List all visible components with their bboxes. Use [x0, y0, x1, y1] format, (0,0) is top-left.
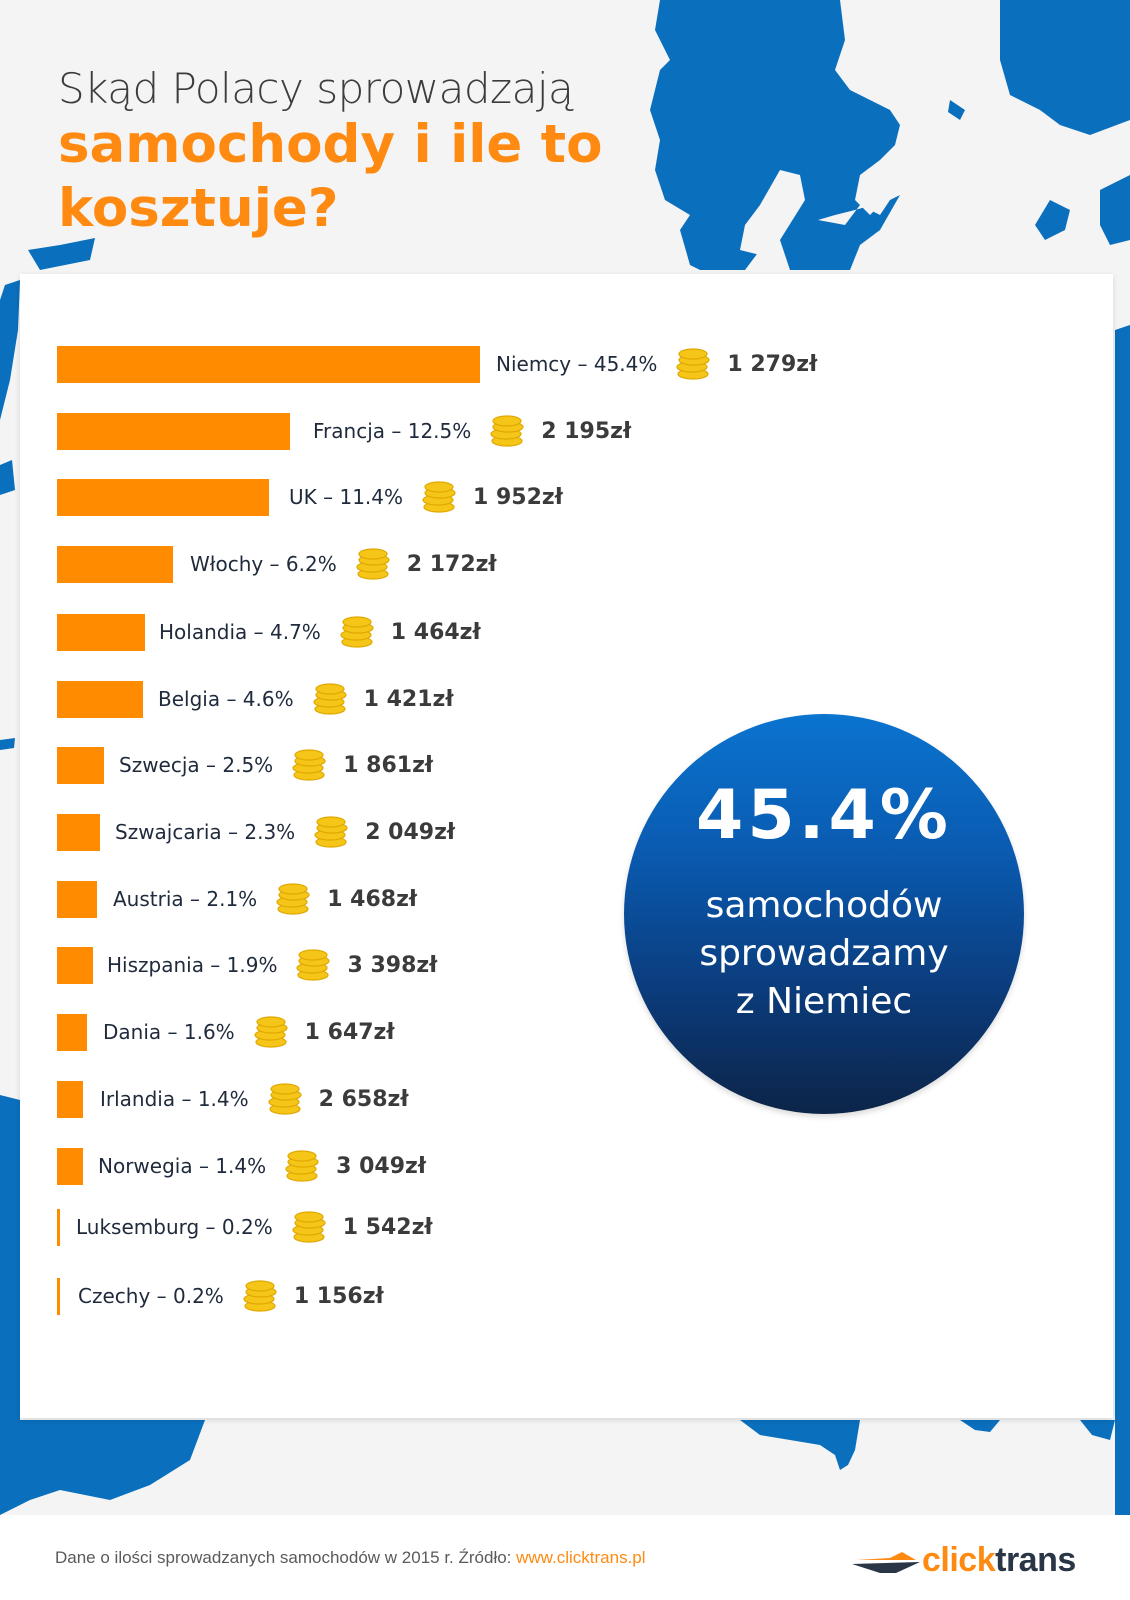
price-value: 2 195zł — [541, 418, 632, 444]
country-label: Luksemburg – 0.2% — [76, 1215, 273, 1239]
price-value: 1 279zł — [727, 351, 818, 377]
country-label: Hiszpania – 1.9% — [107, 953, 278, 977]
bar-szwecja — [57, 746, 104, 784]
logo-arrow-icon — [852, 1551, 920, 1573]
bar-norwegia — [57, 1147, 83, 1185]
coins-icon — [490, 415, 524, 447]
coins-icon — [285, 1150, 319, 1182]
source-link[interactable]: www.clicktrans.pl — [516, 1548, 646, 1567]
country-label: Francja – 12.5% — [313, 419, 472, 443]
country-label: Szwajcaria – 2.3% — [115, 820, 296, 844]
price-value: 1 421zł — [363, 686, 454, 712]
bar-francja — [57, 412, 290, 450]
clicktrans-logo[interactable]: clicktrans — [850, 1541, 1076, 1580]
country-label: Włochy – 6.2% — [190, 552, 337, 576]
country-label: UK – 11.4% — [289, 485, 404, 509]
coins-icon — [340, 616, 374, 648]
country-label: Szwecja – 2.5% — [119, 753, 274, 777]
coins-icon — [422, 481, 456, 513]
coins-icon — [676, 348, 710, 380]
page-title: Skąd Polacy sprowadzają samochody i ile … — [58, 68, 603, 238]
bar-niemcy — [57, 345, 480, 383]
price-value: 1 468zł — [327, 886, 418, 912]
bar-holandia — [57, 613, 145, 651]
bar-austria — [57, 880, 97, 918]
source-text: Dane o ilości sprowadzanych samochodów w… — [55, 1548, 517, 1567]
price-value: 1 542zł — [342, 1214, 433, 1240]
highlight-circle: 45.4% samochodów sprowadzamy z Niemiec — [624, 714, 1024, 1114]
source-note: Dane o ilości sprowadzanych samochodów w… — [55, 1548, 646, 1568]
highlight-line-3: z Niemiec — [735, 981, 913, 1022]
bar-belgia — [57, 680, 143, 718]
country-label: Norwegia – 1.4% — [98, 1154, 267, 1178]
country-label: Czechy – 0.2% — [78, 1284, 224, 1308]
coins-icon — [292, 749, 326, 781]
highlight-line-1: samochodów — [705, 885, 943, 926]
coins-icon — [254, 1016, 288, 1048]
europe-map-background — [0, 0, 1130, 1515]
coins-icon — [313, 683, 347, 715]
bar-uk — [57, 478, 269, 516]
price-value: 1 464zł — [390, 619, 481, 645]
coins-icon — [314, 816, 348, 848]
price-value: 2 049zł — [365, 819, 456, 845]
price-value: 3 398zł — [347, 952, 438, 978]
country-label: Niemcy – 45.4% — [496, 352, 658, 376]
country-label: Holandia – 4.7% — [159, 620, 321, 644]
highlight-value: 45.4% — [696, 776, 952, 855]
country-label: Austria – 2.1% — [113, 887, 258, 911]
title-line-3: kosztuje? — [58, 178, 339, 239]
coins-icon — [243, 1280, 277, 1312]
bar-luksemburg — [57, 1208, 60, 1246]
title-line-1: Skąd Polacy sprowadzają — [58, 64, 574, 113]
price-value: 2 658zł — [318, 1086, 409, 1112]
bar-irlandia — [57, 1080, 83, 1118]
coins-icon — [292, 1211, 326, 1243]
title-line-2: samochody i ile to — [58, 114, 603, 175]
price-value: 2 172zł — [406, 551, 497, 577]
bar-dania — [57, 1013, 87, 1051]
bar-wlochy — [57, 545, 173, 583]
bar-czechy — [57, 1277, 60, 1315]
bar-hiszpania — [57, 946, 93, 984]
coins-icon — [356, 548, 390, 580]
logo-word-trans: trans — [995, 1541, 1076, 1579]
price-value: 3 049zł — [336, 1153, 426, 1179]
highlight-line-2: sprowadzamy — [699, 933, 949, 974]
price-value: 1 647zł — [304, 1019, 395, 1045]
country-label: Dania – 1.6% — [103, 1020, 235, 1044]
bar-szwajcaria — [57, 813, 100, 851]
footer: Dane o ilości sprowadzanych samochodów w… — [0, 1515, 1130, 1600]
highlight-caption: samochodów sprowadzamy z Niemiec — [624, 882, 1024, 1026]
price-value: 1 861zł — [343, 752, 434, 778]
price-value: 1 952zł — [473, 484, 563, 510]
coins-icon — [268, 1083, 302, 1115]
country-label: Irlandia – 1.4% — [100, 1087, 249, 1111]
coins-icon — [296, 949, 331, 981]
price-value: 1 156zł — [293, 1283, 384, 1309]
logo-word-click: click — [922, 1541, 996, 1579]
country-label: Belgia – 4.6% — [158, 687, 294, 711]
coins-icon — [276, 883, 310, 915]
